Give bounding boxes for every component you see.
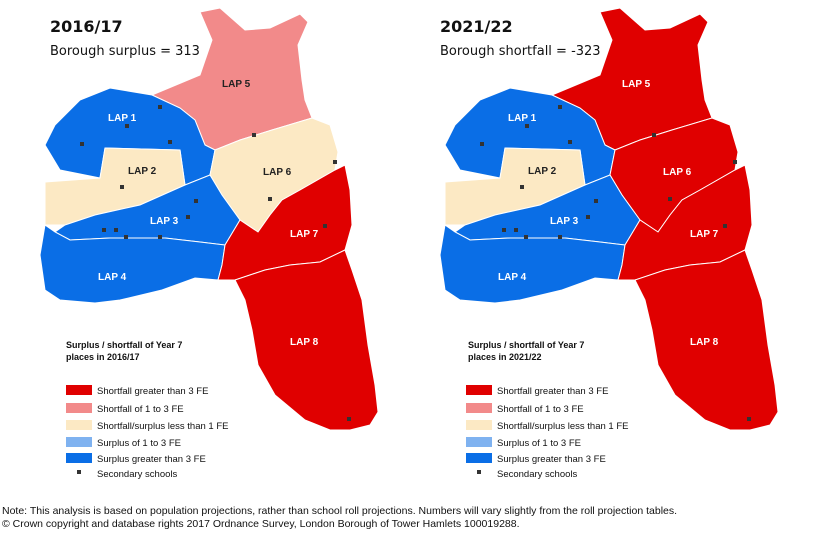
school-marker (347, 417, 351, 421)
school-marker (120, 185, 124, 189)
legend-schools-label: Secondary schools (497, 469, 578, 480)
legend-schools-label: Secondary schools (97, 469, 178, 480)
label-lap4: LAP 4 (98, 272, 127, 283)
label-lap1: LAP 1 (508, 113, 537, 124)
label-lap1: LAP 1 (108, 113, 137, 124)
legend-swatch-surplus-1to3 (66, 437, 92, 447)
label-lap7: LAP 7 (690, 229, 719, 240)
legend-label: Shortfall/surplus less than 1 FE (497, 421, 628, 432)
legend-school-marker (77, 470, 81, 474)
legend-title-line1: Surplus / shortfall of Year 7 (66, 340, 182, 350)
school-marker (268, 197, 272, 201)
legend: Shortfall greater than 3 FE Shortfall of… (466, 385, 628, 480)
legend-label: Surplus greater than 3 FE (497, 454, 606, 465)
legend-label: Shortfall greater than 3 FE (97, 386, 208, 397)
map-areas (39, 7, 379, 431)
school-marker (747, 417, 751, 421)
legend-label: Shortfall greater than 3 FE (497, 386, 608, 397)
school-marker (723, 224, 727, 228)
map-subtitle: Borough shortfall = -323 (440, 44, 601, 59)
school-marker (168, 140, 172, 144)
lap-labels: LAP 1 LAP 2 LAP 3 LAP 4 LAP 5 LAP 6 LAP … (498, 79, 719, 348)
legend-swatch-shortfall-gt3 (466, 385, 492, 395)
label-lap8: LAP 8 (290, 337, 319, 348)
footnote: Note: This analysis is based on populati… (2, 505, 678, 517)
area-lap8 (634, 249, 779, 431)
school-marker (524, 235, 528, 239)
legend-label: Surplus of 1 to 3 FE (97, 438, 181, 449)
legend-title-line1: Surplus / shortfall of Year 7 (468, 340, 584, 350)
legend: Shortfall greater than 3 FE Shortfall of… (66, 385, 228, 480)
legend-swatch-surplus-gt3 (466, 453, 492, 463)
label-lap7: LAP 7 (290, 229, 319, 240)
map-title: 2021/22 (440, 17, 513, 36)
school-marker (652, 133, 656, 137)
label-lap2: LAP 2 (528, 166, 557, 177)
school-marker (480, 142, 484, 146)
secondary-school-markers (80, 105, 351, 421)
label-lap6: LAP 6 (663, 167, 692, 178)
legend-label: Surplus of 1 to 3 FE (497, 438, 581, 449)
school-marker (102, 228, 106, 232)
school-marker (520, 185, 524, 189)
legend-title-line2: places in 2016/17 (66, 352, 140, 362)
school-marker (158, 105, 162, 109)
school-marker (733, 160, 737, 164)
school-marker (586, 215, 590, 219)
map-title: 2016/17 (50, 17, 123, 36)
school-marker (333, 160, 337, 164)
school-marker (525, 124, 529, 128)
legend-label: Shortfall/surplus less than 1 FE (97, 421, 228, 432)
school-marker (124, 235, 128, 239)
legend-school-marker (477, 470, 481, 474)
legend-swatch-shortfall-1to3 (466, 403, 492, 413)
school-marker (323, 224, 327, 228)
school-marker (558, 105, 562, 109)
school-marker (252, 133, 256, 137)
label-lap5: LAP 5 (622, 79, 651, 90)
copyright-notice: © Crown copyright and database rights 20… (2, 518, 520, 530)
legend-swatch-shortfall-gt3 (66, 385, 92, 395)
legend-swatch-surplus-gt3 (66, 453, 92, 463)
label-lap2: LAP 2 (128, 166, 157, 177)
school-marker (125, 124, 129, 128)
label-lap8: LAP 8 (690, 337, 719, 348)
label-lap3: LAP 3 (150, 216, 179, 227)
legend-label: Surplus greater than 3 FE (97, 454, 206, 465)
lap-labels: LAP 1 LAP 2 LAP 3 LAP 4 LAP 5 LAP 6 LAP … (98, 79, 319, 348)
school-marker (186, 215, 190, 219)
map-areas (439, 7, 779, 431)
school-marker (594, 199, 598, 203)
label-lap5: LAP 5 (222, 79, 251, 90)
school-marker (558, 235, 562, 239)
legend-title-line2: places in 2021/22 (468, 352, 542, 362)
legend-swatch-shortfall-1to3 (66, 403, 92, 413)
school-marker (158, 235, 162, 239)
secondary-school-markers (480, 105, 751, 421)
school-marker (114, 228, 118, 232)
legend-label: Shortfall of 1 to 3 FE (497, 404, 584, 415)
label-lap6: LAP 6 (263, 167, 292, 178)
school-marker (194, 199, 198, 203)
legend-swatch-surplus-1to3 (466, 437, 492, 447)
school-marker (514, 228, 518, 232)
label-lap3: LAP 3 (550, 216, 579, 227)
legend-swatch-neutral (466, 420, 492, 430)
map-2016: 2016/17 Borough surplus = 313 LAP 1 LAP … (39, 7, 379, 480)
label-lap4: LAP 4 (498, 272, 527, 283)
school-marker (502, 228, 506, 232)
area-lap8 (234, 249, 379, 431)
legend-swatch-neutral (66, 420, 92, 430)
legend-label: Shortfall of 1 to 3 FE (97, 404, 184, 415)
map-subtitle: Borough surplus = 313 (50, 44, 200, 59)
map-2021: 2021/22 Borough shortfall = -323 LAP 1 L… (439, 7, 779, 480)
school-marker (568, 140, 572, 144)
school-marker (80, 142, 84, 146)
school-marker (668, 197, 672, 201)
